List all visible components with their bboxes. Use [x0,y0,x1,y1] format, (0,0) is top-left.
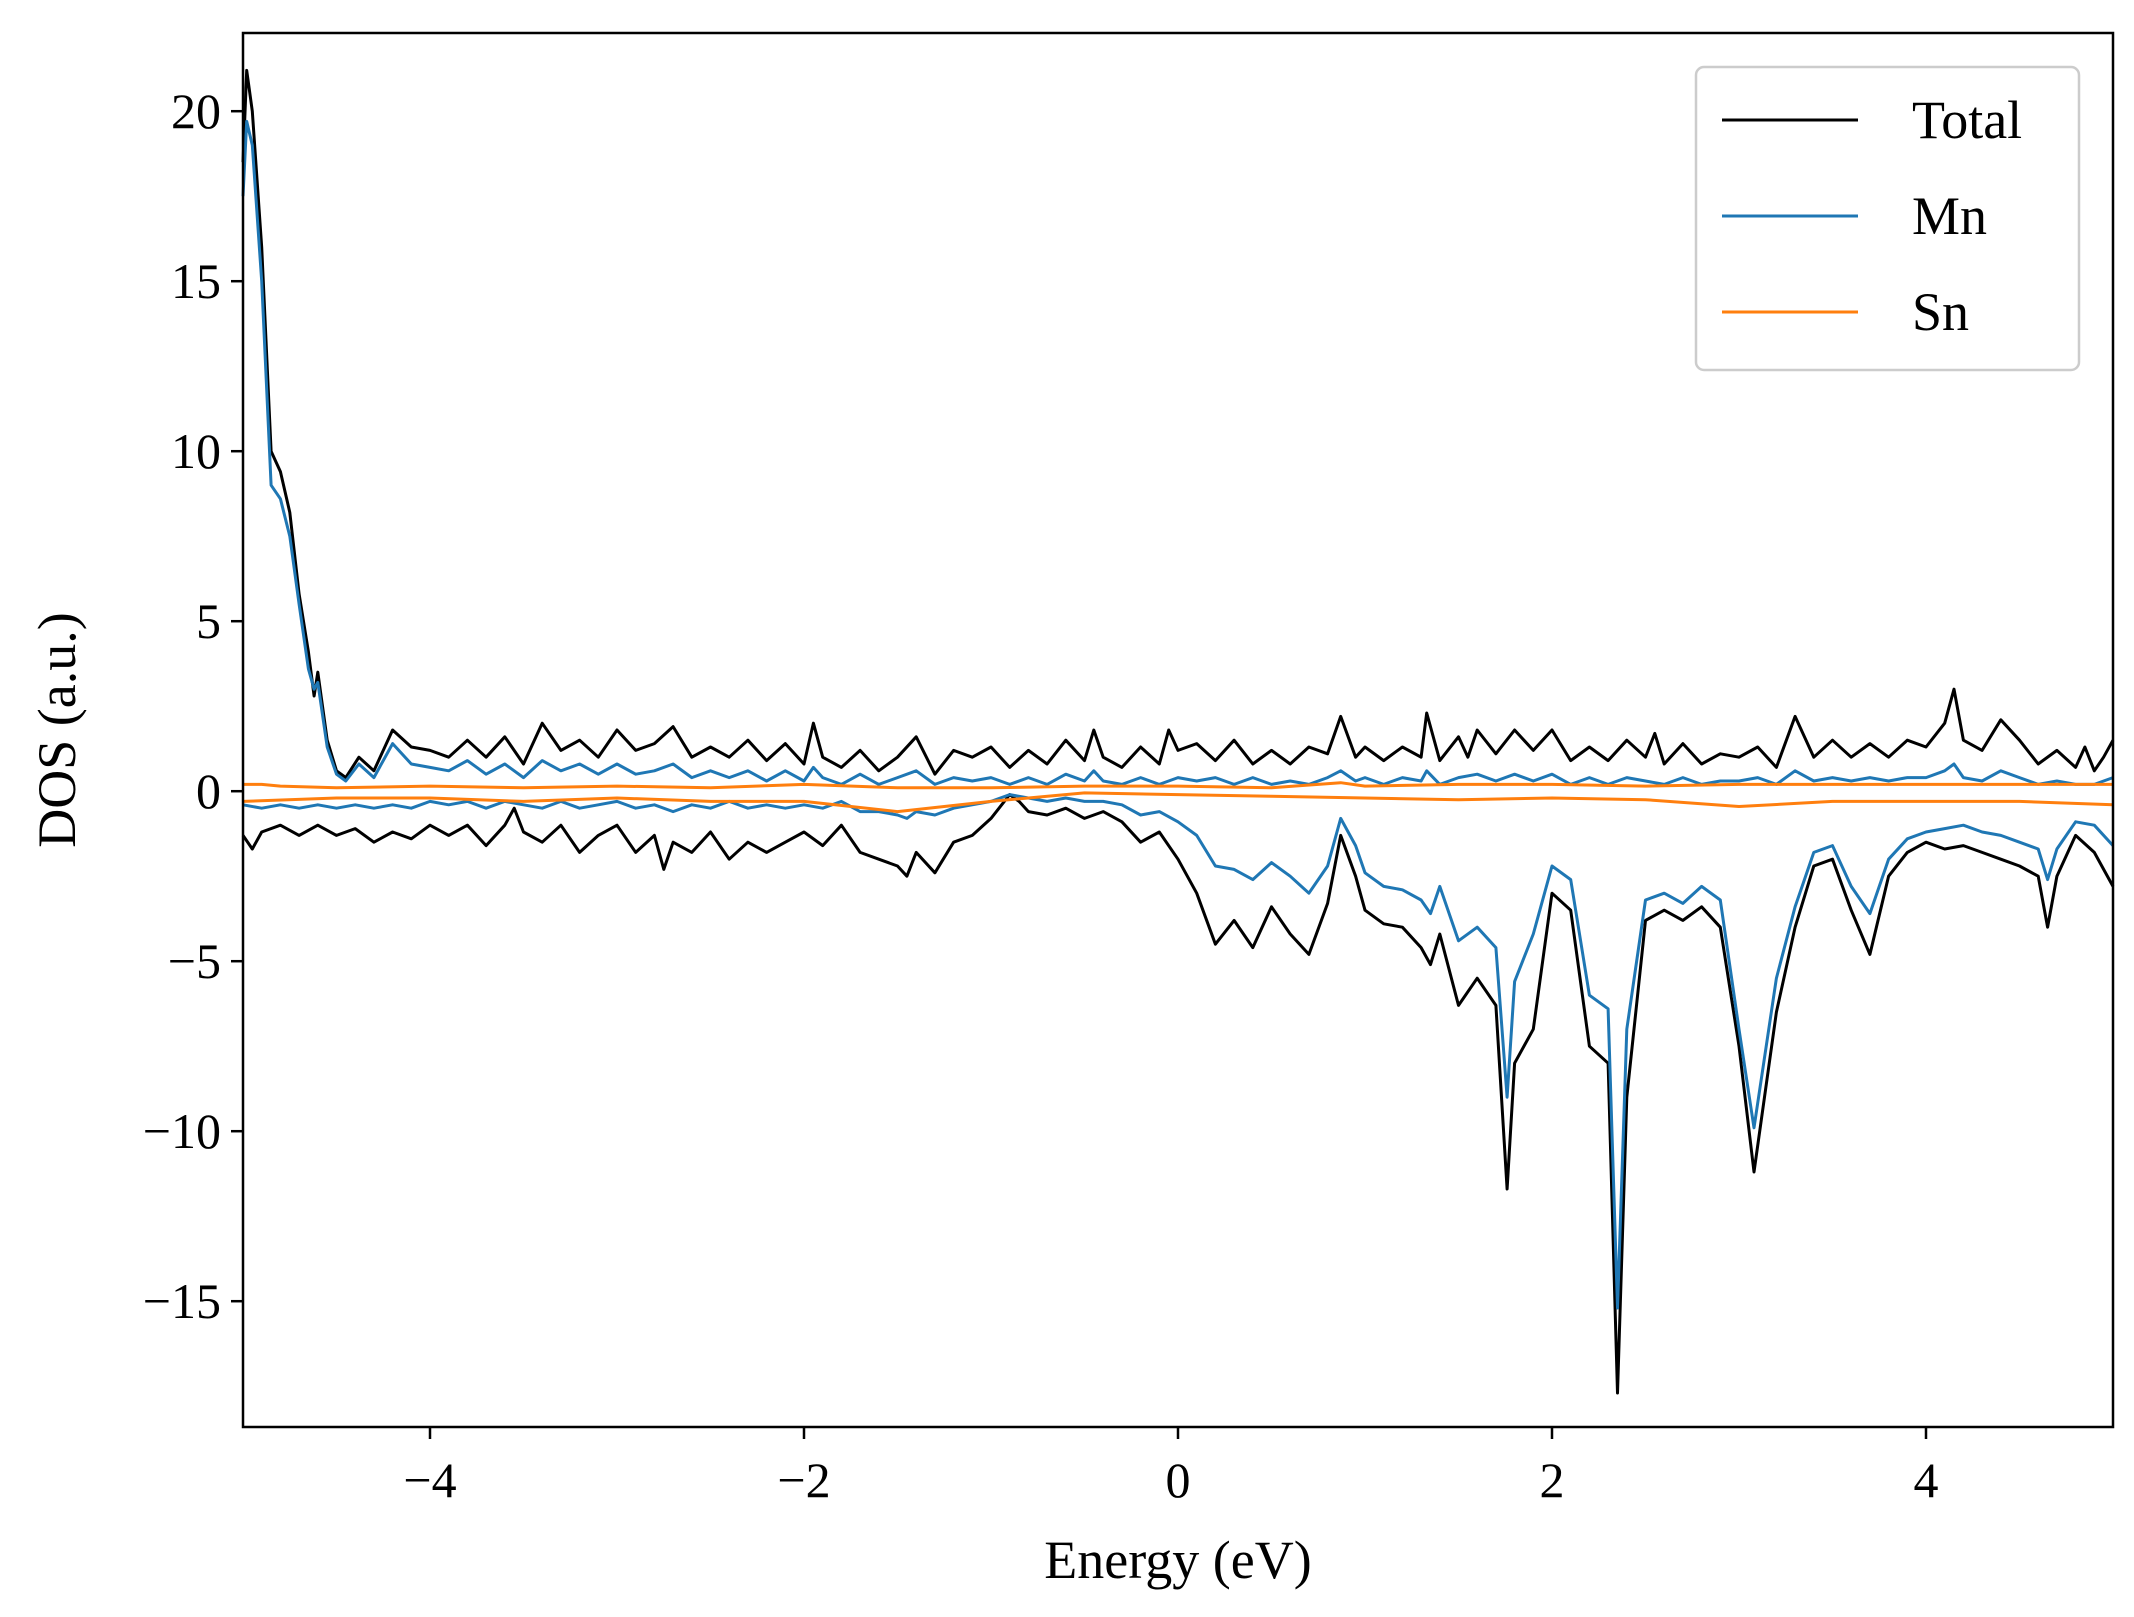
x-tick-label: −2 [777,1452,830,1508]
series-line-total-down [241,793,2115,1395]
series-line-sn-down [242,791,2114,814]
legend-label-mn: Mn [1912,186,1987,246]
y-tick-label: −10 [143,1103,221,1159]
y-tick-label: 0 [196,763,221,819]
legend: Total Mn Sn [1694,65,2081,372]
series-layer [241,68,2115,1395]
legend-label-sn: Sn [1912,282,1969,342]
series-line-total-up [241,68,2115,780]
y-tick-label: −5 [168,933,221,989]
y-tick-label: 15 [171,253,221,309]
y-tick-label: 5 [196,593,221,649]
series-line-sn-up [243,781,2113,790]
legend-label-total: Total [1912,90,2022,150]
x-axis: −4 −2 0 2 4 [403,1427,1939,1508]
x-axis-title: Energy (eV) [1044,1530,1311,1590]
x-tick-label: 0 [1166,1452,1191,1508]
x-tick-label: −4 [403,1452,456,1508]
y-axis-title: DOS (a.u.) [27,612,87,847]
series-line-mn-down [242,793,2115,1310]
y-axis: −15 −10 −5 0 5 10 15 20 [143,83,243,1329]
y-tick-label: 20 [171,83,221,139]
y-tick-label: 10 [171,423,221,479]
x-tick-label: 4 [1914,1452,1939,1508]
series-line-mn-up [241,119,2114,786]
legend-box [1694,65,2081,372]
y-tick-label: −15 [143,1273,221,1329]
x-tick-label: 2 [1540,1452,1565,1508]
